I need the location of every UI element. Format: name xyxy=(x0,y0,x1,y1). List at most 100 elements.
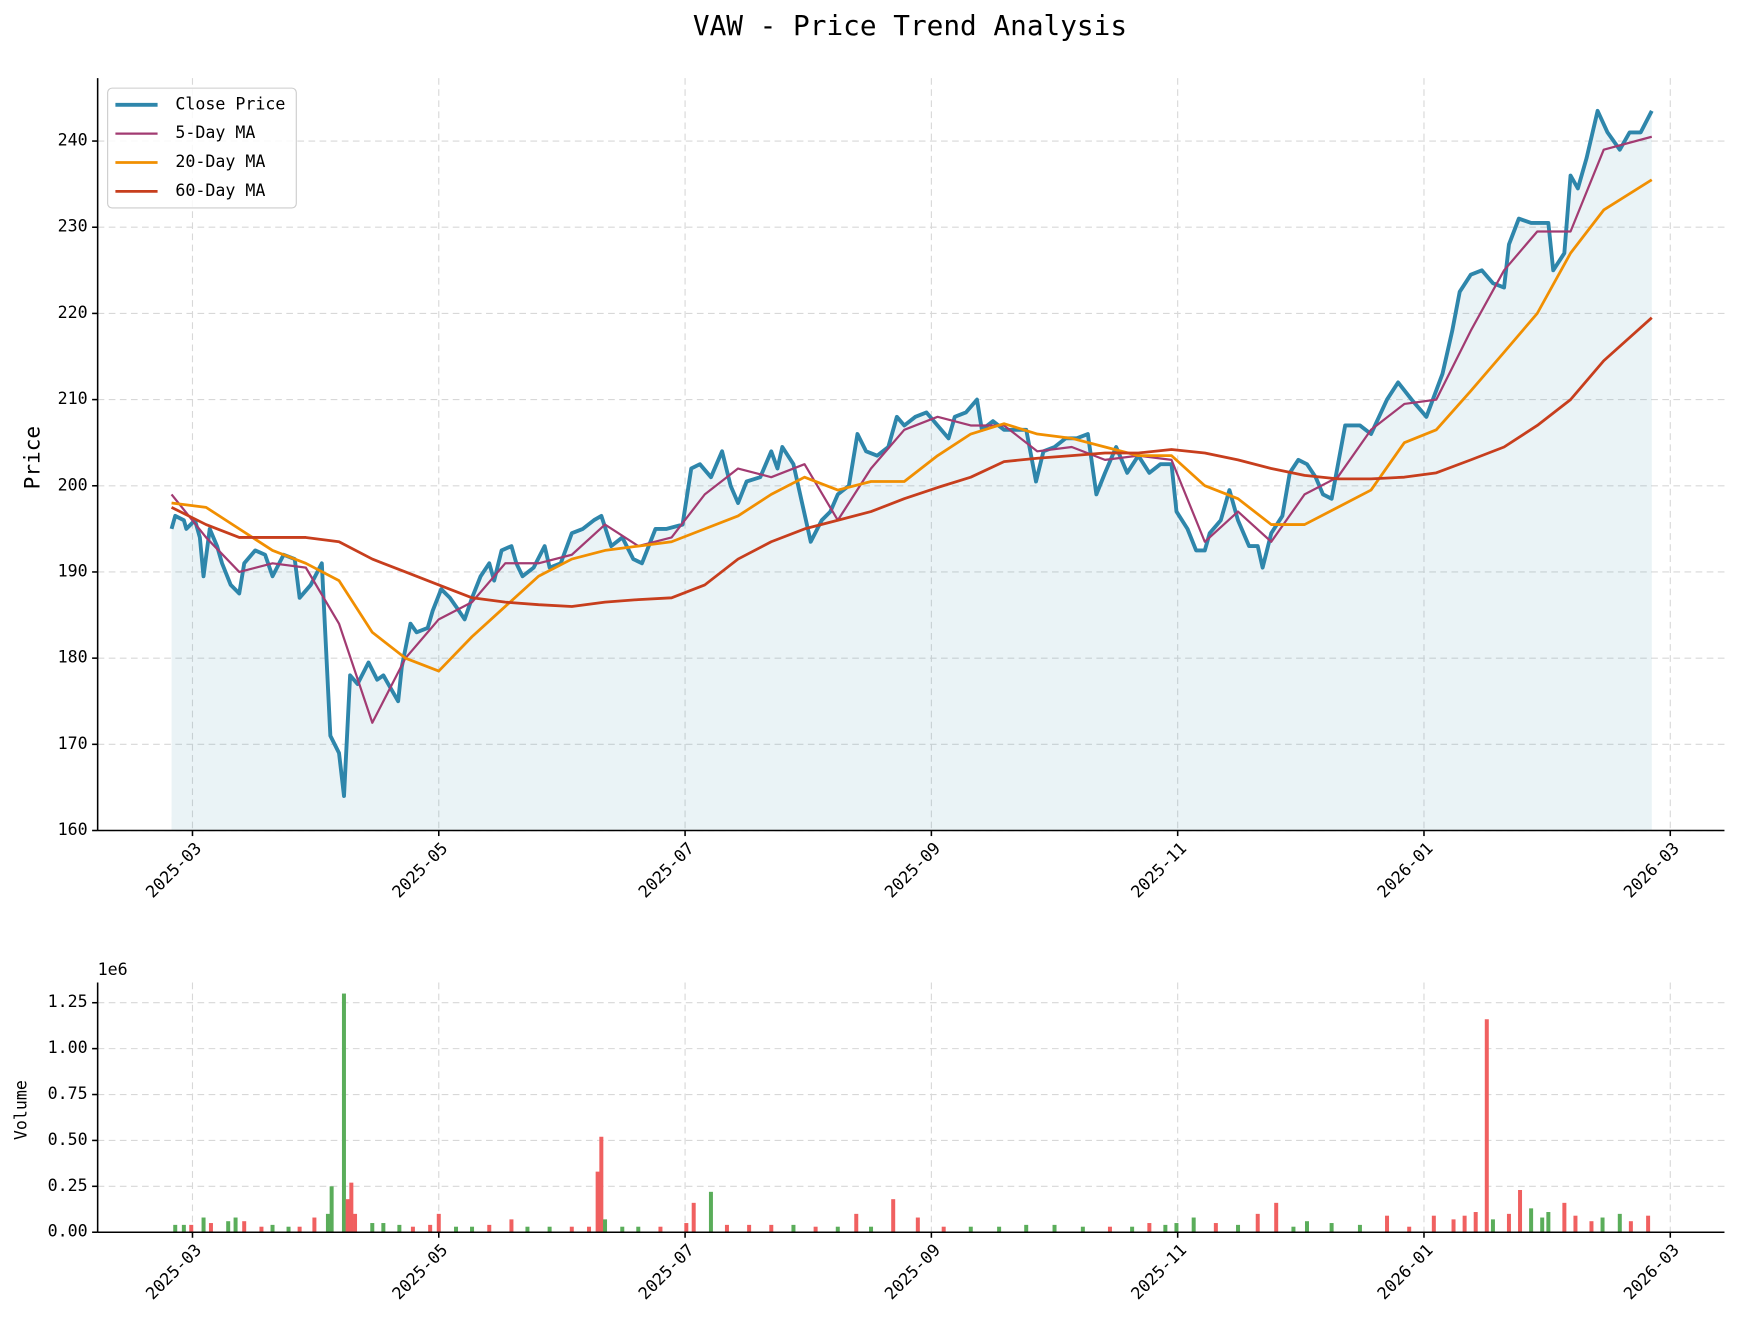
volume-bar xyxy=(470,1226,475,1233)
y-tick-label: 180 xyxy=(58,648,88,667)
volume-bar xyxy=(1473,1212,1478,1233)
y-tick-label: 0.50 xyxy=(48,1130,88,1149)
volume-bar xyxy=(620,1226,625,1233)
volume-bar xyxy=(1529,1208,1534,1233)
volume-bar xyxy=(286,1226,291,1233)
volume-bar xyxy=(1174,1223,1179,1233)
volume-bar xyxy=(454,1226,459,1233)
volume-bar xyxy=(341,993,346,1233)
volume-bar xyxy=(181,1224,186,1233)
series-line xyxy=(170,135,1653,724)
volume-bar xyxy=(353,1213,358,1233)
volume-bar xyxy=(569,1226,574,1233)
chart-title: VAW - Price Trend Analysis xyxy=(693,9,1127,42)
y-tick-label: 1.00 xyxy=(48,1038,88,1057)
offset-label: 1e6 xyxy=(98,960,128,979)
volume-bar xyxy=(708,1191,713,1233)
volume-bar xyxy=(1080,1226,1085,1233)
volume-bar xyxy=(1024,1224,1029,1233)
volume-bar xyxy=(997,1226,1002,1233)
legend: Close Price 5-Day MA 20-Day MA 60-Day MA xyxy=(107,87,297,209)
volume-bar xyxy=(941,1226,946,1233)
volume-bar xyxy=(595,1171,600,1233)
volume-bar xyxy=(603,1219,608,1233)
volume-bar xyxy=(345,1199,350,1233)
volume-bar xyxy=(747,1224,752,1233)
x-tick-label: 2026-01 xyxy=(1374,839,1437,902)
volume-bar xyxy=(1589,1221,1594,1233)
legend-label: Close Price xyxy=(175,94,285,113)
y-tick-label: 190 xyxy=(58,561,88,580)
volume-bar xyxy=(173,1224,178,1233)
legend-label: 20-Day MA xyxy=(175,152,265,171)
volume-bar xyxy=(410,1226,415,1233)
volume-bar xyxy=(242,1221,247,1233)
volume-bar xyxy=(1600,1217,1605,1233)
legend-label: 5-Day MA xyxy=(175,123,255,142)
volume-bar xyxy=(636,1226,641,1233)
y-tick-label: 220 xyxy=(58,303,88,322)
volume-bar xyxy=(1518,1189,1523,1233)
volume-bar xyxy=(525,1226,530,1233)
volume-bar xyxy=(691,1202,696,1233)
volume-bar xyxy=(201,1217,206,1233)
volume-bar xyxy=(854,1213,859,1233)
volume-bar xyxy=(1490,1219,1495,1233)
volume-bar xyxy=(349,1182,354,1233)
x-tick-label: 2025-07 xyxy=(635,1240,698,1303)
volume-bar xyxy=(1385,1215,1390,1233)
volume-bar xyxy=(233,1217,238,1233)
volume-bar xyxy=(428,1224,433,1233)
y-tick-label: 200 xyxy=(58,475,88,494)
volume-bar xyxy=(487,1224,492,1233)
volume-bar xyxy=(791,1224,796,1233)
volume-bar xyxy=(1451,1219,1456,1233)
volume-bar xyxy=(226,1221,231,1233)
y-tick-label: 170 xyxy=(58,734,88,753)
volume-bar xyxy=(509,1219,514,1233)
volume-bar xyxy=(1163,1224,1168,1233)
volume-bar xyxy=(1304,1221,1309,1233)
volume-bar xyxy=(1255,1213,1260,1233)
volume-bar xyxy=(381,1223,386,1233)
volume-bar xyxy=(1506,1213,1511,1233)
x-tick-label: 2025-07 xyxy=(635,839,698,902)
volume-bar xyxy=(1236,1224,1241,1233)
volume-bar xyxy=(1130,1226,1135,1233)
volume-bar xyxy=(1191,1217,1196,1233)
volume-bar xyxy=(1646,1215,1651,1233)
volume-bar xyxy=(968,1226,973,1233)
y-tick-label: 240 xyxy=(58,131,88,150)
volume-bar xyxy=(587,1226,592,1233)
volume-bar xyxy=(1484,1019,1489,1233)
volume-bar xyxy=(370,1223,375,1233)
volume-bar xyxy=(297,1226,302,1233)
volume-bar xyxy=(547,1226,552,1233)
y-tick-label: 160 xyxy=(58,820,88,839)
volume-bar xyxy=(1107,1226,1112,1233)
volume-bar xyxy=(891,1199,896,1233)
volume-bar xyxy=(259,1226,264,1233)
x-tick-label: 2026-03 xyxy=(1620,839,1683,902)
volume-bar xyxy=(869,1226,874,1233)
volume-bar xyxy=(397,1224,402,1233)
volume-bar xyxy=(325,1213,330,1233)
volume-bar xyxy=(270,1224,275,1233)
volume-bar xyxy=(1628,1221,1633,1233)
volume-bar xyxy=(189,1224,194,1233)
x-tick-label: 2025-05 xyxy=(388,839,451,902)
volume-bar xyxy=(1329,1223,1334,1233)
y-tick-label: 0.75 xyxy=(48,1084,88,1103)
volume-bar xyxy=(1462,1215,1467,1233)
y-tick-label: 1.25 xyxy=(48,992,88,1011)
volume-bar xyxy=(1573,1215,1578,1233)
x-tick-label: 2025-05 xyxy=(388,1240,451,1303)
volume-bar xyxy=(684,1223,689,1233)
series-line xyxy=(170,316,1653,608)
volume-bar xyxy=(724,1224,729,1233)
legend-label: 60-Day MA xyxy=(175,181,265,200)
volume-bar xyxy=(1274,1202,1279,1233)
y-tick-label: 0.25 xyxy=(48,1176,88,1195)
volume-bar xyxy=(1431,1215,1436,1233)
